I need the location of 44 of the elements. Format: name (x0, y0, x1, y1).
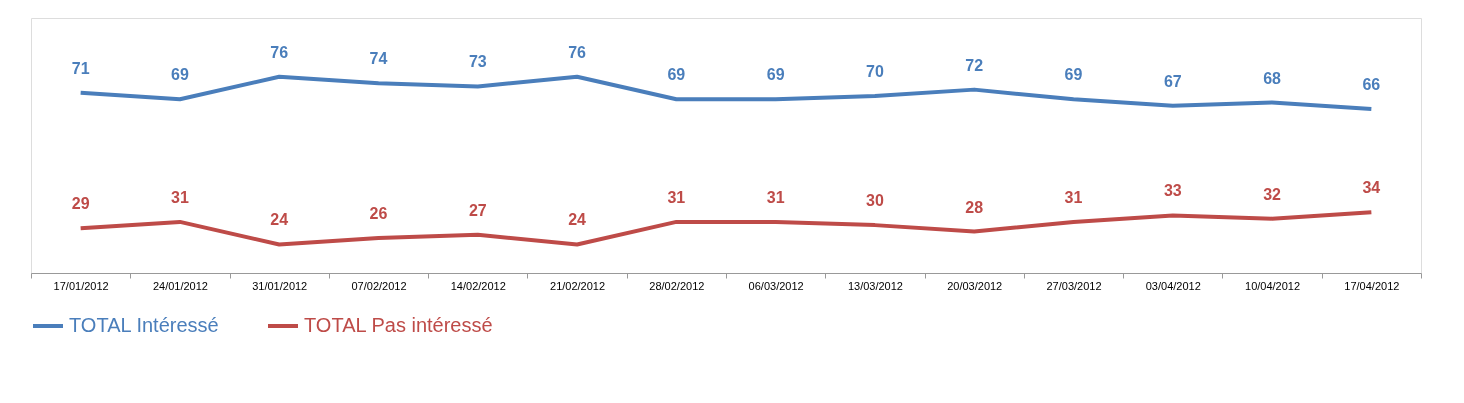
data-label: 69 (766, 66, 785, 84)
legend-label: TOTAL Intéressé (69, 314, 219, 336)
x-tick-label: 03/04/2012 (1145, 279, 1201, 292)
data-label: 31 (1064, 188, 1083, 206)
x-tick-label: 14/02/2012 (450, 279, 506, 292)
data-label: 76 (568, 43, 587, 61)
data-label: 27 (468, 201, 487, 219)
data-label: 71 (71, 59, 90, 77)
x-tick-label: 10/04/2012 (1245, 279, 1301, 292)
data-label: 28 (965, 198, 984, 216)
x-tick-label: 21/02/2012 (550, 279, 606, 292)
data-label: 31 (766, 188, 785, 206)
x-tick-label: 17/01/2012 (53, 279, 109, 292)
data-label: 74 (369, 50, 388, 68)
data-label: 31 (667, 188, 686, 206)
data-label: 24 (270, 211, 289, 229)
x-tick-label: 17/04/2012 (1344, 279, 1400, 292)
x-tick-label: 27/03/2012 (1046, 279, 1102, 292)
data-label: 73 (468, 53, 487, 71)
data-label: 31 (171, 188, 189, 206)
data-label: 66 (1362, 75, 1381, 93)
x-tick-label: 20/03/2012 (947, 279, 1003, 292)
data-label: 69 (667, 66, 686, 84)
data-label: 72 (965, 56, 984, 74)
data-label: 67 (1163, 72, 1182, 90)
data-label: 76 (270, 43, 289, 61)
data-label: 69 (1064, 66, 1083, 84)
data-label: 33 (1163, 182, 1182, 200)
data-label: 68 (1263, 69, 1282, 87)
x-tick-label: 06/03/2012 (748, 279, 804, 292)
data-label: 34 (1362, 179, 1381, 197)
data-label: 69 (171, 66, 189, 84)
legend-label: TOTAL Pas intéressé (304, 314, 493, 336)
data-label: 32 (1263, 185, 1282, 203)
data-label: 24 (568, 211, 587, 229)
x-tick-label: 28/02/2012 (649, 279, 705, 292)
data-label: 70 (866, 63, 884, 81)
x-tick-label: 13/03/2012 (847, 279, 903, 292)
data-label: 30 (866, 192, 884, 210)
x-tick-label: 31/01/2012 (252, 279, 308, 292)
x-tick-label: 24/01/2012 (152, 279, 208, 292)
data-label: 26 (369, 205, 388, 223)
data-label: 29 (71, 195, 90, 213)
x-tick-label: 07/02/2012 (351, 279, 407, 292)
